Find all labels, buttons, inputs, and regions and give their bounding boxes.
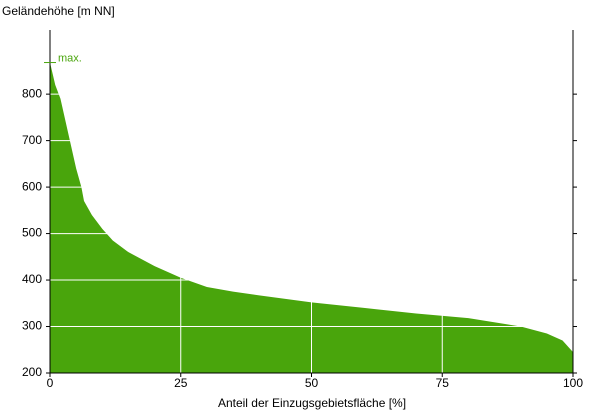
x-tick-label: 75 bbox=[436, 376, 450, 390]
y-tick-label: 200 bbox=[22, 365, 42, 379]
x-tick-label: 100 bbox=[563, 376, 583, 390]
y-tick-label: 300 bbox=[22, 319, 42, 333]
y-tick-label: 700 bbox=[22, 133, 42, 147]
x-axis-label: Anteil der Einzugsgebietsfläche [%] bbox=[218, 396, 406, 410]
y-tick-label: 600 bbox=[22, 179, 42, 193]
x-tick-label: 50 bbox=[305, 376, 319, 390]
annotation: max. bbox=[58, 52, 82, 64]
x-tick-label: 25 bbox=[174, 376, 188, 390]
y-tick-label: 400 bbox=[22, 272, 42, 286]
x-tick-label: 0 bbox=[47, 376, 54, 390]
y-axis-label: Geländehöhe [m NN] bbox=[2, 4, 115, 18]
y-tick-label: 800 bbox=[22, 86, 42, 100]
y-tick-label: 500 bbox=[22, 226, 42, 240]
